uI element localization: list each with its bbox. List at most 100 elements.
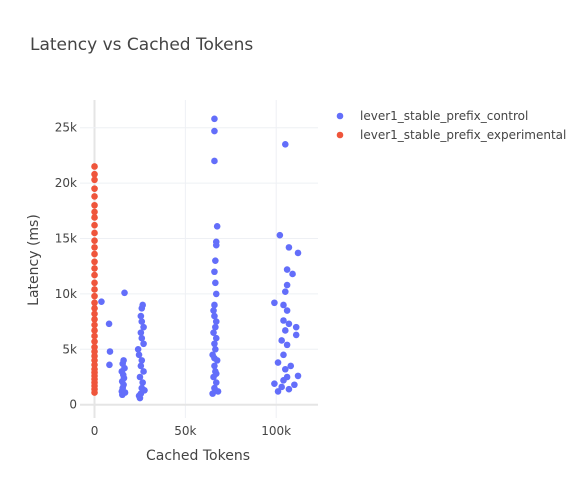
point xyxy=(121,389,129,396)
point xyxy=(91,265,98,272)
point xyxy=(283,266,291,273)
point xyxy=(98,298,105,305)
point xyxy=(212,257,219,264)
point xyxy=(214,388,222,395)
point xyxy=(294,249,302,257)
y-axis-title: Latency (ms) xyxy=(26,214,42,306)
point xyxy=(91,299,98,307)
point xyxy=(137,362,145,370)
point xyxy=(281,327,289,334)
point xyxy=(292,331,300,339)
point xyxy=(283,307,291,314)
point xyxy=(91,292,98,300)
point xyxy=(211,115,218,123)
point xyxy=(91,185,98,192)
point xyxy=(91,271,98,279)
point xyxy=(91,279,98,287)
point xyxy=(91,286,98,293)
point xyxy=(141,386,148,394)
y-tick-label: 5k xyxy=(62,342,77,356)
y-tick-label: 0 xyxy=(69,398,77,412)
point xyxy=(274,359,282,366)
point xyxy=(91,258,98,266)
point xyxy=(91,327,98,334)
x-tick-label: 100k xyxy=(261,424,291,438)
point xyxy=(212,370,220,377)
point xyxy=(285,244,293,251)
point xyxy=(283,281,291,289)
point xyxy=(139,379,146,386)
point xyxy=(134,346,142,353)
point xyxy=(283,373,291,381)
point xyxy=(91,321,98,329)
x-tick-label: 50k xyxy=(174,424,196,438)
point xyxy=(274,388,282,395)
point xyxy=(91,221,98,229)
point xyxy=(212,323,219,331)
x-axis-title: Cached Tokens xyxy=(146,448,250,464)
point xyxy=(281,365,289,373)
point xyxy=(105,320,113,328)
point xyxy=(211,312,218,320)
point xyxy=(281,141,289,148)
point xyxy=(285,385,293,393)
point xyxy=(280,301,287,309)
point xyxy=(138,334,146,342)
point xyxy=(211,354,218,362)
point xyxy=(106,361,113,369)
point xyxy=(210,307,217,314)
point xyxy=(276,231,284,239)
point xyxy=(106,348,114,355)
point xyxy=(135,351,143,359)
point xyxy=(91,163,98,170)
point xyxy=(281,288,289,295)
point xyxy=(287,362,295,370)
point xyxy=(211,127,218,135)
y-tick-label: 25k xyxy=(55,121,77,135)
point xyxy=(291,381,298,389)
point xyxy=(91,201,98,209)
legend-marker xyxy=(336,112,344,120)
y-tick-label: 20k xyxy=(55,176,77,190)
point xyxy=(91,229,98,237)
y-tick-label: 10k xyxy=(55,287,77,301)
grid: 0 50k 100k 0 5k 10k 15k 20k 25k xyxy=(55,100,318,438)
point xyxy=(211,362,218,370)
point xyxy=(91,170,98,178)
legend-marker xyxy=(336,131,344,139)
point xyxy=(283,341,291,349)
point xyxy=(210,329,217,336)
point xyxy=(137,312,145,320)
point xyxy=(138,357,146,364)
point xyxy=(280,351,287,359)
point xyxy=(91,389,98,396)
y-tick-label: 15k xyxy=(55,232,77,246)
point xyxy=(285,320,293,328)
point xyxy=(212,318,220,325)
legend: lever1_stable_prefix_control lever1_stabl… xyxy=(336,109,566,142)
point xyxy=(289,270,296,278)
point xyxy=(91,237,98,245)
point xyxy=(212,279,219,287)
point xyxy=(280,317,287,324)
point xyxy=(136,373,144,381)
point xyxy=(138,318,146,325)
point xyxy=(91,176,98,184)
point xyxy=(140,368,147,375)
point xyxy=(294,372,302,380)
point xyxy=(91,193,98,200)
point xyxy=(278,383,285,391)
point xyxy=(212,334,220,342)
point xyxy=(271,380,278,387)
point xyxy=(213,223,221,230)
chart-title: Latency vs Cached Tokens xyxy=(30,35,253,55)
point xyxy=(211,268,218,276)
point xyxy=(91,310,98,318)
point xyxy=(91,316,98,323)
x-tick-label: 0 xyxy=(91,424,99,438)
point xyxy=(278,337,285,344)
point xyxy=(91,250,98,258)
point xyxy=(211,340,218,348)
point xyxy=(140,323,147,331)
